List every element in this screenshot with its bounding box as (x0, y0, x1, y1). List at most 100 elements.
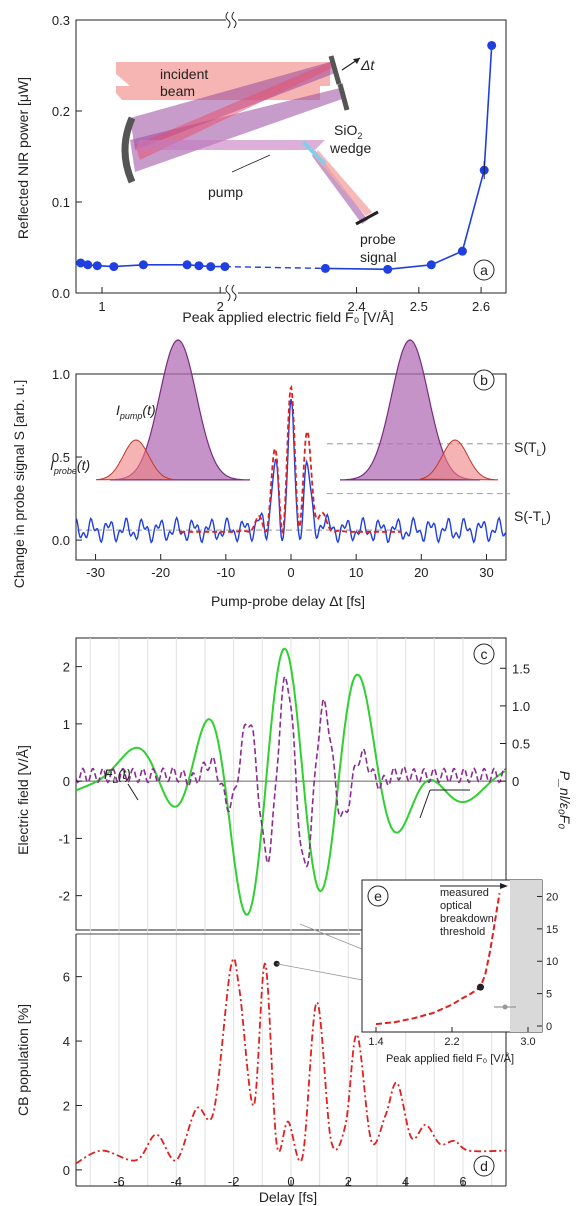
x-tick-label: 10 (349, 565, 363, 580)
data-point-9 (320, 263, 330, 273)
label-pump: pump (208, 184, 243, 200)
panel-b-xlabel: Pump-probe delay Δt [fs] (211, 593, 365, 609)
delay-arrow-head (353, 58, 360, 64)
panel-a-ticks: 0.0 0.1 0.2 0.3 1 2 2.4 2.5 2.6 (52, 13, 490, 314)
y-tick-label: 0.5 (52, 450, 70, 465)
panel-c-badge (473, 643, 495, 665)
panel-d-ylabel: CB population [%] (15, 1004, 31, 1116)
x-tick-label: -30 (86, 565, 105, 580)
panel-e-badge (367, 885, 389, 907)
probe-gauss-left (95, 439, 176, 481)
data-point-1 (83, 260, 93, 270)
cb-population-line (75, 957, 507, 1165)
x-tick-label: 1 (98, 299, 105, 314)
pump-beam-core (135, 62, 336, 160)
annot-i-probe: Iprobe(t) (50, 457, 90, 476)
label-signal: signal (360, 249, 397, 265)
probe-detector (355, 210, 379, 226)
x-tick-label: 2 (217, 299, 224, 314)
data-point-11 (426, 260, 436, 270)
data-point-4 (138, 260, 148, 270)
panel-e-xlabel: Peak applied field F₀ [V/Å] (386, 1052, 514, 1065)
y-tick-label: 0.1 (52, 195, 70, 210)
x-tick-label: -2 (228, 1174, 240, 1189)
panel-d-xlabel: Delay [fs] (259, 1189, 317, 1205)
y-tick-label: -2 (58, 889, 70, 904)
data-point-0 (76, 258, 86, 268)
y-tick-label: 1.0 (52, 367, 70, 382)
label-wedge: wedge (329, 140, 371, 156)
y-tick-label: 2 (63, 660, 70, 675)
annot-breakdown: breakdown (440, 913, 494, 925)
breakdown-marker (477, 983, 484, 991)
x-tick-label: 30 (479, 565, 493, 580)
label-delta-t: Δt (360, 57, 375, 73)
panel-d-ticks: 0 2 4 6 -6 -4 -2 0 2 4 6 (63, 970, 467, 1189)
x-tick-label: -6 (113, 1174, 125, 1189)
data-point-12 (457, 246, 467, 256)
series-gap-dash (224, 265, 326, 270)
x-tick-label: 1.4 (368, 1036, 383, 1048)
polarization-line (75, 675, 506, 868)
y-tick-label: 0.2 (52, 104, 70, 119)
pump-pointer (231, 154, 271, 173)
panel-a-label: a (480, 262, 488, 278)
label-sio: SiO2 (334, 122, 362, 141)
y-tick-label: 5 (546, 989, 552, 1001)
panel-b-label: b (480, 372, 488, 388)
axis-break-top (225, 10, 238, 30)
x-tick-label: 0 (287, 1174, 294, 1189)
data-point-5 (182, 260, 192, 270)
label-probe: probe (360, 231, 396, 247)
x-tick-label: -20 (151, 565, 170, 580)
annot-i-pump: Ipump(t) (116, 402, 156, 421)
data-point-7 (206, 262, 216, 272)
panel-a-frame (75, 19, 507, 294)
panel-a: incident beam pump SiO2 wedge probe sign… (15, 10, 507, 325)
x-tick-label: 2.5 (410, 299, 428, 314)
y-tick-label: 0.0 (52, 533, 70, 548)
panel-a-schematic: incident beam pump SiO2 wedge probe sign… (116, 55, 397, 265)
y-tick-label: 0.3 (52, 13, 70, 28)
panel-c-ylabel: Electric field [V/Å] (15, 745, 31, 855)
panel-b-ylabel: Change in probe signal S [arb. u.] (11, 380, 27, 589)
y-tick-label: 0.0 (52, 286, 70, 301)
x-tick-label: 2.4 (348, 299, 366, 314)
panel-b-badge (473, 369, 495, 391)
y-tick-right-label: 0 (512, 774, 519, 789)
y-tick-label: 6 (63, 970, 70, 985)
label-incident: incident (160, 66, 208, 82)
measured-signal-line (75, 398, 507, 544)
data-point-10 (383, 264, 393, 274)
probe-gauss-right (419, 439, 499, 481)
data-point-6 (194, 261, 204, 271)
panel-e: 0 5 10 15 20 1.4 2.2 3.0 e measured optical bre… (361, 879, 558, 1065)
sio2-wedge (301, 140, 327, 166)
curved-mirror (121, 116, 136, 184)
annot-s-mtl: S(-TL) (514, 508, 551, 527)
axis-break-bottom (225, 283, 238, 303)
breakdown-curve (375, 893, 501, 1026)
label-beam: beam (160, 83, 195, 99)
probe-path-red (314, 150, 372, 216)
delay-mirror-bottom (337, 83, 350, 111)
data-point-3 (109, 262, 119, 272)
panel-a-data (76, 40, 497, 274)
x-tick-label: 3.0 (520, 1036, 535, 1048)
y-tick-label: 4 (63, 1034, 70, 1049)
y-tick-label: 2 (63, 1098, 70, 1113)
pump-beam-lower (130, 88, 345, 172)
y-tick-label: -1 (58, 831, 70, 846)
panel-b: 0.0 0.5 1.0 -30 -20 -10 0 10 20 30 b S(TL) S(-TL)… (11, 339, 551, 609)
panel-c-ticks: -2 -1 0 1 2 0 0.5 1.0 1.5 (58, 660, 530, 904)
series-high-line (325, 45, 493, 271)
panel-b-data (75, 339, 510, 544)
trace-label-fl: FL(t) (104, 766, 131, 785)
y-tick-label: 0 (546, 1021, 552, 1033)
field-line (75, 647, 506, 916)
x-tick-label: 6 (459, 1174, 466, 1189)
x-tick-label: -4 (171, 1174, 183, 1189)
data-point-8 (220, 262, 230, 272)
